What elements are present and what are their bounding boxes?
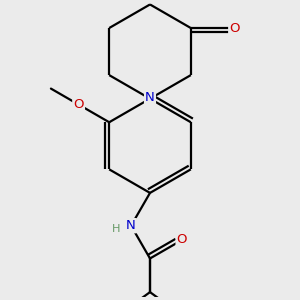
Text: O: O	[177, 233, 187, 247]
Text: H: H	[112, 224, 120, 234]
Text: O: O	[74, 98, 84, 111]
Text: N: N	[145, 91, 155, 104]
Text: N: N	[126, 219, 136, 232]
Text: O: O	[229, 22, 240, 34]
